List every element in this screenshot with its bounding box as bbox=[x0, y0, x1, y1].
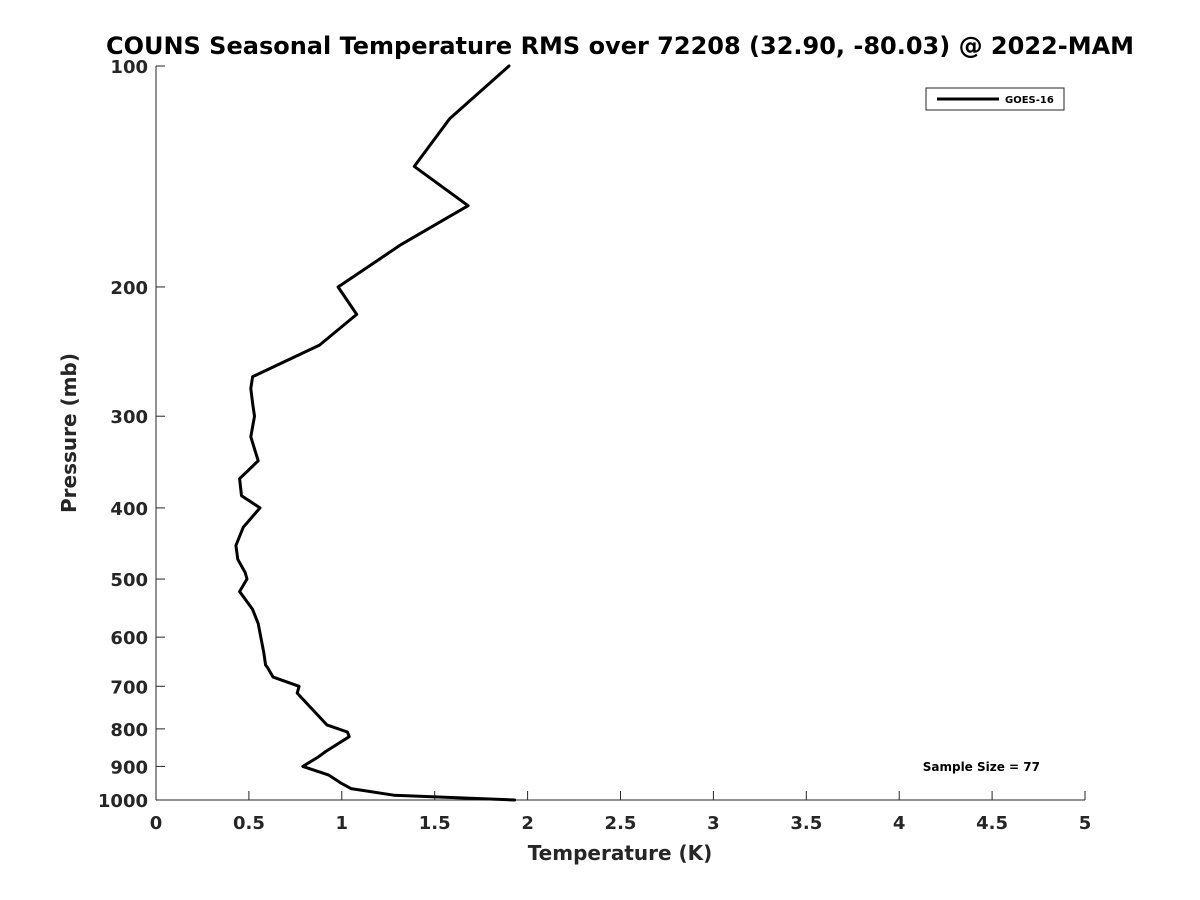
y-tick-label: 200 bbox=[110, 278, 148, 299]
y-axis-label: Pressure (mb) bbox=[57, 353, 81, 513]
legend: GOES-16 bbox=[925, 87, 1065, 111]
y-tick-label: 1000 bbox=[98, 791, 148, 812]
x-tick-label: 0.5 bbox=[233, 813, 265, 834]
x-tick-label: 1 bbox=[336, 813, 349, 834]
x-tick-label: 3 bbox=[707, 813, 720, 834]
x-tick-label: 2.5 bbox=[605, 813, 637, 834]
series-line-goes-16 bbox=[234, 64, 517, 802]
x-tick-label: 4 bbox=[893, 813, 906, 834]
series-layer bbox=[234, 64, 517, 802]
y-tick-label: 800 bbox=[110, 720, 148, 741]
chart-title: COUNS Seasonal Temperature RMS over 7220… bbox=[106, 32, 1134, 60]
y-tick-label: 900 bbox=[110, 757, 148, 778]
x-tick-label: 5 bbox=[1079, 813, 1092, 834]
legend-label-goes-16: GOES-16 bbox=[1005, 95, 1054, 106]
y-axis-ticks: 100 200 300 400 500 600 700 800 900 1000 bbox=[98, 57, 165, 812]
x-tick-label: 2 bbox=[521, 813, 534, 834]
sample-size-annotation: Sample Size = 77 bbox=[923, 760, 1040, 774]
y-tick-label: 400 bbox=[110, 499, 148, 520]
x-axis-label: Temperature (K) bbox=[528, 841, 713, 865]
y-tick-label: 100 bbox=[110, 57, 148, 78]
x-tick-label: 3.5 bbox=[790, 813, 822, 834]
x-axis-ticks: 0 0.5 1 1.5 2 2.5 3 3.5 4 4.5 5 bbox=[150, 791, 1092, 834]
y-tick-label: 500 bbox=[110, 570, 148, 591]
x-tick-label: 4.5 bbox=[976, 813, 1008, 834]
y-tick-label: 700 bbox=[110, 677, 148, 698]
y-tick-label: 300 bbox=[110, 407, 148, 428]
x-tick-label: 0 bbox=[150, 813, 163, 834]
y-tick-label: 600 bbox=[110, 628, 148, 649]
x-tick-label: 1.5 bbox=[419, 813, 451, 834]
plot-axes bbox=[155, 66, 1085, 801]
